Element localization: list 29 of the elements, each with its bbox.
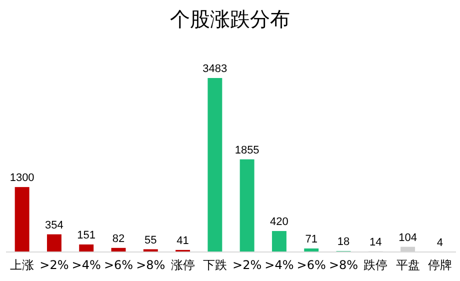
data-label: 41 (176, 234, 189, 247)
x-tick-label: >8% (328, 258, 358, 272)
x-tick-label: 涨停 (170, 258, 195, 272)
chart-title: 个股涨跌分布 (170, 7, 290, 31)
data-label: 3483 (202, 63, 228, 75)
data-label: 82 (112, 232, 125, 245)
data-label: 104 (398, 232, 417, 244)
x-tick-label: 跌停 (364, 258, 388, 272)
data-label: 151 (77, 229, 96, 242)
data-label: 1855 (234, 144, 260, 156)
x-tick-label: 平盘 (396, 258, 420, 272)
data-label: 420 (270, 216, 288, 228)
x-tick-label: >2% (40, 258, 69, 272)
data-label: 1300 (10, 172, 34, 184)
x-tick-label: >6% (296, 258, 326, 272)
x-tick-label: >4% (264, 258, 294, 272)
data-label: 354 (45, 219, 64, 232)
data-label: 55 (144, 234, 157, 246)
data-label: 18 (337, 236, 350, 248)
data-label: 4 (436, 236, 443, 249)
x-tick-label: >4% (72, 258, 101, 272)
data-label: 14 (370, 236, 382, 248)
x-tick-label: >8% (136, 258, 166, 272)
x-tick-label: 停牌 (428, 258, 452, 272)
x-tick-label: >6% (104, 258, 134, 272)
x-tick-label: 上涨 (10, 258, 34, 272)
x-tick-label: 下跌 (202, 258, 227, 272)
data-label: 71 (305, 233, 318, 246)
x-tick-label: >2% (232, 258, 262, 272)
